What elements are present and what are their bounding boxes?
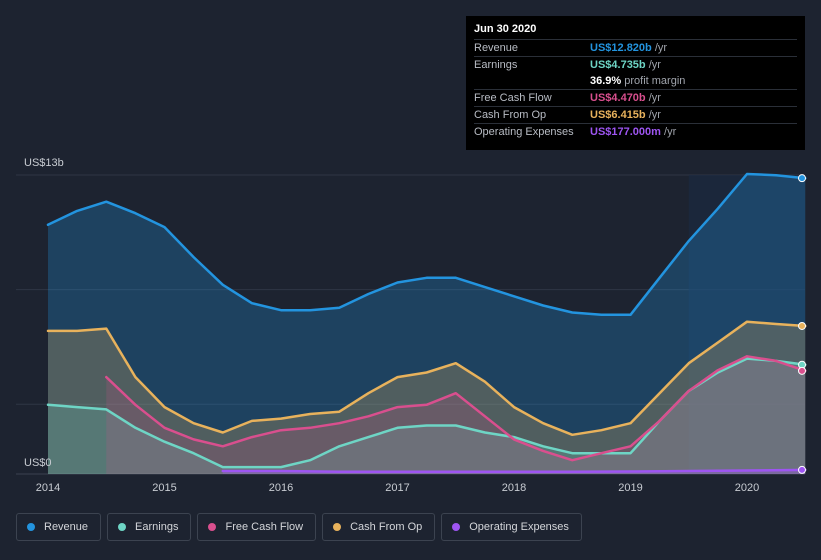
revenue-area — [48, 174, 806, 474]
legend-dot-icon — [118, 523, 127, 531]
legend-dot-icon — [208, 523, 217, 531]
tooltip-row-value: US$4.470b /yr — [590, 92, 661, 104]
x-axis-ticks: 2014 2015 2016 2017 2018 2019 2020 — [36, 482, 759, 494]
y-axis-bottom-label: US$0 — [24, 457, 52, 469]
tooltip-row: Cash From Op US$6.415b /yr — [474, 106, 797, 123]
legend-item-operating-expenses[interactable]: Operating Expenses — [441, 513, 582, 541]
legend-dot-icon — [333, 523, 342, 531]
tooltip-row-value: US$177.000m /yr — [590, 126, 677, 138]
legend-item-free-cash-flow[interactable]: Free Cash Flow — [197, 513, 317, 541]
legend-label: Revenue — [44, 521, 89, 533]
tooltip-row-value: US$6.415b /yr — [590, 109, 661, 121]
cash-from-op-area — [48, 321, 806, 474]
cash-from-op-end-marker — [798, 321, 806, 330]
x-tick-label: 2019 — [618, 482, 642, 494]
series-lines — [46, 172, 807, 473]
legend-dot-icon — [27, 523, 35, 531]
free-cash-flow-end-marker — [798, 366, 806, 375]
legend-item-revenue[interactable]: Revenue — [16, 513, 102, 541]
cash-from-op-line — [46, 320, 807, 437]
x-tick-label: 2014 — [36, 482, 60, 494]
y-axis-top-label: US$13b — [24, 157, 64, 169]
earnings-area — [48, 358, 806, 474]
revenue-end-marker — [798, 174, 806, 183]
legend-label: Earnings — [135, 521, 179, 533]
operating-expenses-line — [221, 468, 807, 473]
tooltip-row-label — [474, 73, 590, 89]
grid-lines — [16, 174, 805, 475]
tooltip-row: Revenue US$12.820b /yr — [474, 39, 797, 56]
x-tick-label: 2018 — [502, 482, 526, 494]
data-tooltip: Jun 30 2020 Revenue US$12.820b /yr Earning… — [466, 16, 805, 150]
legend-dot-icon — [452, 523, 461, 531]
x-tick-label: 2020 — [735, 482, 759, 494]
x-tick-label: 2016 — [269, 482, 293, 494]
legend-item-cash-from-op[interactable]: Cash From Op — [322, 513, 436, 541]
tooltip-date: Jun 30 2020 — [474, 23, 537, 35]
legend-label: Operating Expenses — [469, 521, 569, 533]
legend-item-earnings[interactable]: Earnings — [107, 513, 192, 541]
legend: Revenue Earnings Free Cash Flow Cash From O… — [16, 513, 582, 541]
legend-label: Cash From Op — [350, 521, 423, 533]
operating-expenses-end-marker — [798, 465, 806, 474]
series-end-markers — [798, 174, 806, 474]
tooltip-row-label: Cash From Op — [474, 109, 547, 121]
x-tick-label: 2015 — [152, 482, 176, 494]
tooltip-row-label: Operating Expenses — [474, 126, 574, 138]
tooltip-row: 36.9% profit margin — [474, 73, 797, 89]
tooltip-row: Free Cash Flow US$4.470b /yr — [474, 89, 797, 106]
free-cash-flow-area — [106, 356, 806, 474]
legend-label: Free Cash Flow — [225, 521, 304, 533]
tooltip-row: Earnings US$4.735b /yr — [474, 56, 797, 73]
tooltip-row-value: US$12.820b /yr — [590, 42, 668, 54]
tooltip-row-label: Revenue — [474, 42, 519, 54]
tooltip-row: Operating Expenses US$177.000m /yr — [474, 123, 797, 140]
tooltip-row-label: Earnings — [474, 59, 518, 71]
x-tick-label: 2017 — [385, 482, 409, 494]
tooltip-row-value: US$4.735b /yr — [590, 59, 661, 71]
tooltip-row-value: 36.9% profit margin — [590, 75, 686, 87]
free-cash-flow-line — [105, 355, 807, 462]
revenue-line — [46, 172, 807, 317]
tooltip-row-label: Free Cash Flow — [474, 92, 552, 104]
